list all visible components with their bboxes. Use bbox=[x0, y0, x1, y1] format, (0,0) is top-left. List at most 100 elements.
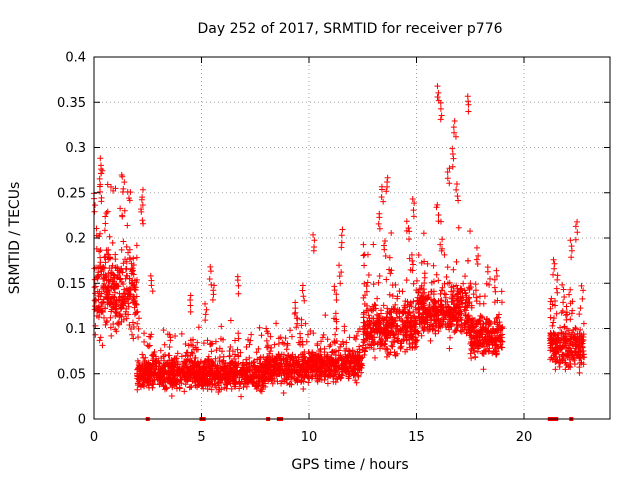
data-point bbox=[494, 329, 501, 336]
data-point bbox=[326, 366, 333, 373]
data-point bbox=[103, 319, 110, 326]
data-point bbox=[266, 350, 273, 357]
data-point bbox=[113, 309, 120, 316]
data-point bbox=[473, 328, 480, 335]
data-point bbox=[317, 351, 324, 358]
data-point bbox=[300, 378, 307, 385]
data-point bbox=[579, 295, 586, 302]
data-point bbox=[105, 246, 112, 253]
data-point bbox=[351, 334, 358, 341]
data-point bbox=[122, 275, 129, 282]
data-point bbox=[184, 371, 191, 378]
data-point bbox=[568, 247, 575, 254]
data-point bbox=[104, 181, 111, 188]
data-point bbox=[178, 376, 185, 383]
data-point bbox=[136, 359, 142, 366]
data-point bbox=[446, 180, 453, 187]
data-point bbox=[497, 341, 504, 348]
data-point bbox=[353, 379, 360, 386]
data-point bbox=[363, 302, 370, 309]
data-point bbox=[407, 344, 414, 351]
data-point bbox=[364, 307, 371, 314]
data-point bbox=[271, 377, 278, 384]
data-point bbox=[402, 329, 409, 336]
data-point bbox=[376, 328, 383, 335]
data-point bbox=[310, 247, 317, 254]
data-point bbox=[91, 306, 98, 313]
data-point bbox=[440, 318, 447, 325]
data-point bbox=[135, 315, 142, 322]
data-point bbox=[352, 377, 359, 384]
data-point bbox=[377, 310, 384, 317]
data-point bbox=[123, 243, 130, 250]
data-point bbox=[399, 288, 406, 295]
data-point bbox=[482, 327, 489, 334]
data-point bbox=[384, 305, 391, 312]
data-point bbox=[376, 314, 383, 321]
data-point bbox=[363, 288, 370, 295]
data-point bbox=[306, 375, 313, 382]
data-point bbox=[284, 340, 291, 347]
data-point bbox=[167, 362, 174, 369]
y-axis-label: SRMTID / TECUs bbox=[7, 182, 23, 295]
data-point bbox=[547, 298, 554, 305]
data-point bbox=[300, 293, 307, 300]
data-point bbox=[419, 305, 426, 312]
data-point bbox=[183, 361, 190, 368]
data-point bbox=[253, 379, 260, 386]
data-point bbox=[91, 208, 98, 215]
data-point bbox=[418, 292, 425, 299]
data-point bbox=[235, 353, 242, 360]
data-point bbox=[548, 295, 555, 302]
data-point bbox=[563, 330, 570, 337]
data-point bbox=[212, 363, 219, 370]
data-point bbox=[282, 363, 289, 370]
data-point bbox=[461, 324, 468, 331]
data-point bbox=[456, 321, 463, 328]
data-point bbox=[275, 340, 282, 347]
data-point bbox=[338, 244, 345, 251]
data-point bbox=[106, 233, 113, 240]
data-point bbox=[384, 183, 391, 190]
data-point bbox=[550, 319, 557, 326]
data-point bbox=[567, 316, 574, 323]
data-point bbox=[470, 291, 477, 298]
data-point bbox=[388, 229, 395, 236]
data-point bbox=[185, 376, 192, 383]
data-point bbox=[332, 365, 339, 372]
data-point bbox=[103, 209, 110, 216]
data-point bbox=[494, 297, 501, 304]
data-point bbox=[387, 309, 394, 316]
data-point bbox=[185, 366, 192, 373]
data-point bbox=[133, 276, 140, 283]
data-point bbox=[558, 330, 565, 337]
data-point bbox=[107, 183, 114, 190]
data-point bbox=[220, 336, 227, 343]
data-point bbox=[370, 338, 377, 345]
data-point bbox=[323, 354, 330, 361]
data-point bbox=[490, 348, 497, 355]
data-point bbox=[145, 360, 152, 367]
data-point bbox=[418, 319, 425, 326]
data-point bbox=[550, 330, 557, 337]
data-point bbox=[202, 300, 209, 307]
data-point bbox=[489, 335, 496, 342]
data-point bbox=[125, 249, 132, 256]
data-point bbox=[94, 272, 101, 279]
data-point bbox=[387, 270, 394, 277]
data-point bbox=[493, 267, 500, 274]
data-point bbox=[245, 363, 252, 370]
data-point bbox=[469, 319, 476, 326]
data-point bbox=[423, 295, 430, 302]
data-point bbox=[367, 332, 374, 339]
data-point bbox=[134, 308, 141, 315]
data-point bbox=[258, 332, 265, 339]
data-point bbox=[120, 260, 127, 267]
data-point bbox=[253, 373, 260, 380]
data-point bbox=[453, 258, 460, 265]
data-point bbox=[140, 371, 147, 378]
data-point bbox=[193, 372, 200, 379]
data-point bbox=[403, 337, 410, 344]
data-point bbox=[166, 344, 173, 351]
